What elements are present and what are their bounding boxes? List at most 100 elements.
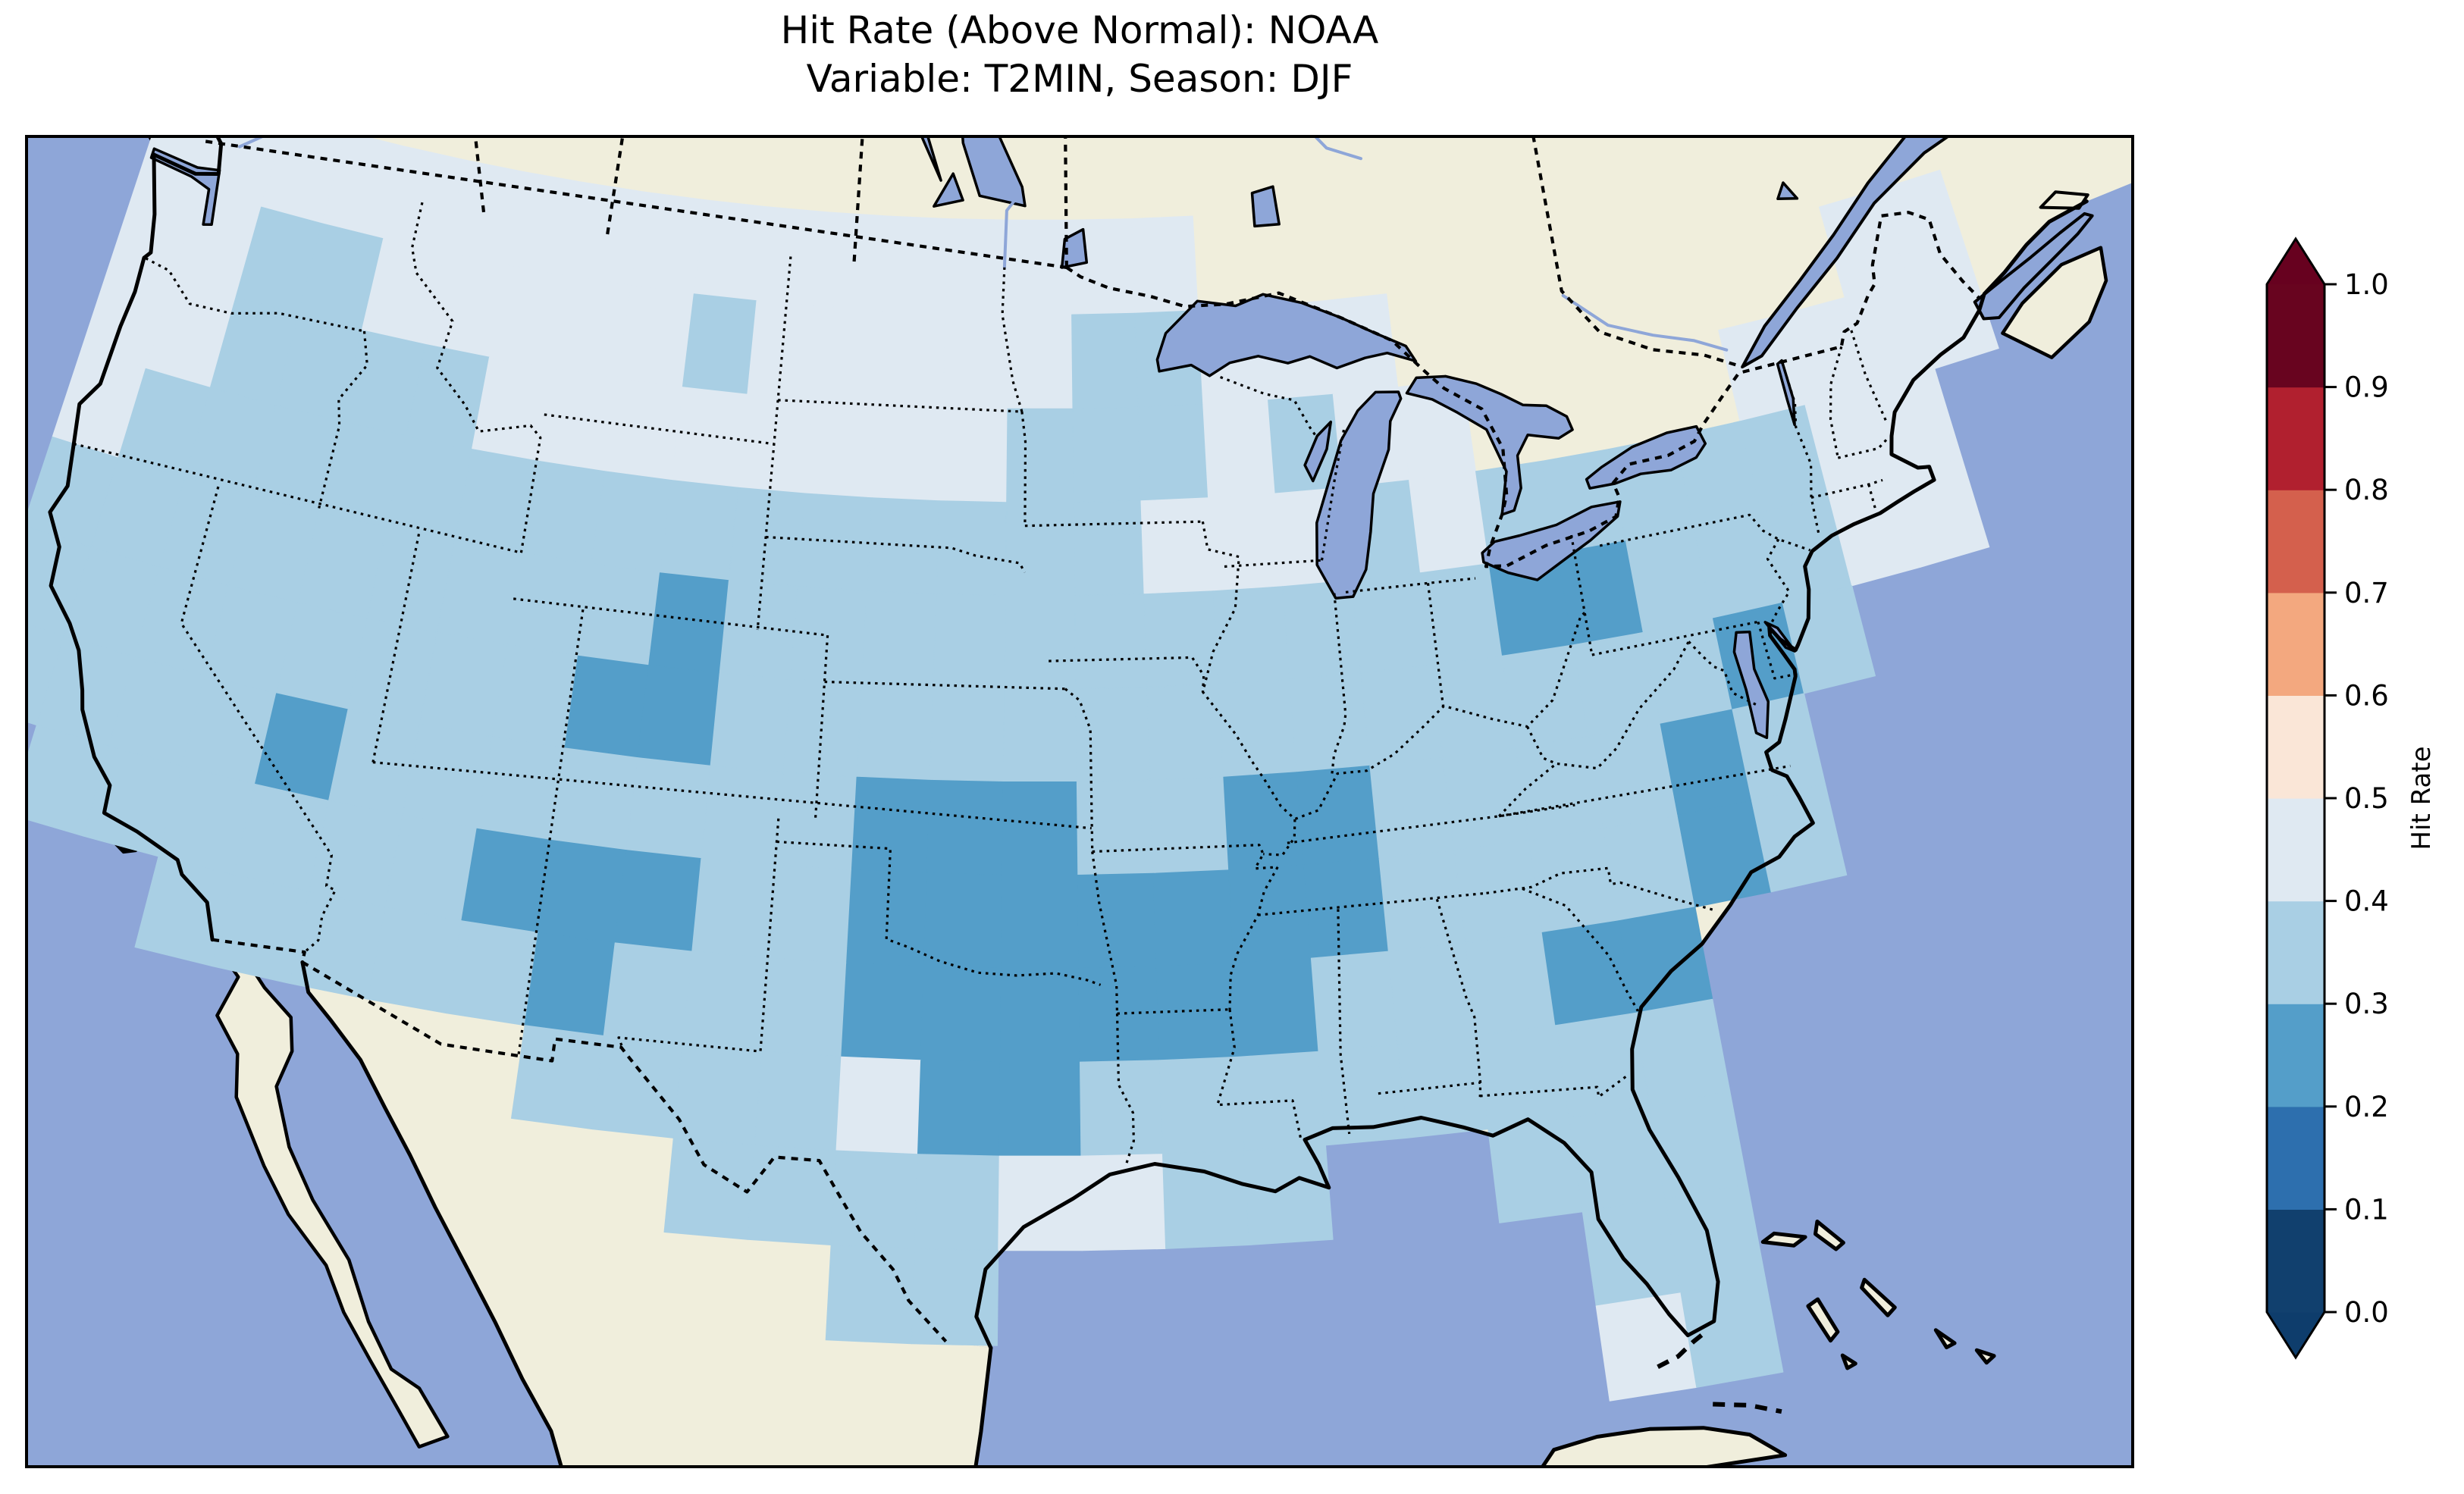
grid-cell xyxy=(1212,586,1290,684)
grid-cell xyxy=(939,406,1008,503)
grid-cell xyxy=(1005,502,1076,597)
grid-cell xyxy=(591,1035,683,1139)
grid-cell xyxy=(511,1025,604,1130)
grid-cell xyxy=(670,387,748,488)
colorbar-tick-label: 0.7 xyxy=(2344,577,2389,609)
grid-cell xyxy=(811,305,883,405)
colorbar-tick-label: 0.6 xyxy=(2344,679,2389,712)
grid-cell xyxy=(920,966,1002,1063)
colorbar-tick-label: 0.4 xyxy=(2344,885,2389,918)
grid-cell xyxy=(1000,968,1080,1063)
grid-cell xyxy=(1243,1145,1334,1245)
grid-cell xyxy=(604,378,683,481)
grid-cell xyxy=(1476,1025,1569,1130)
grid-cell xyxy=(923,872,1003,969)
grid-cell xyxy=(648,572,729,674)
grid-cell xyxy=(1515,736,1604,841)
grid-cell xyxy=(830,1150,918,1249)
grid-cell xyxy=(577,563,660,666)
colorbar-segment xyxy=(2267,798,2324,902)
grid-cell xyxy=(1465,932,1556,1036)
colorbar-tick-label: 0.3 xyxy=(2344,988,2389,1020)
grid-cell xyxy=(835,1056,922,1155)
grid-cell xyxy=(1310,951,1398,1052)
grid-cell xyxy=(761,957,848,1057)
grid-cell xyxy=(1140,497,1214,595)
colorbar-segment xyxy=(2267,284,2324,388)
grid-cell xyxy=(1002,781,1079,875)
grid-cell xyxy=(617,285,694,388)
grid-cell xyxy=(367,907,462,1014)
grid-cell xyxy=(1487,1117,1583,1223)
colorbar-segment xyxy=(2267,1106,2324,1210)
grid-cell xyxy=(1006,408,1074,503)
grid-cell xyxy=(914,1154,1000,1251)
grid-cell xyxy=(1680,1277,1784,1388)
lakes-and-bays xyxy=(149,135,2094,740)
grid-cell xyxy=(1895,457,1990,568)
grid-cell xyxy=(1001,875,1080,969)
grid-cell xyxy=(1004,595,1077,690)
grid-cell xyxy=(663,1137,755,1240)
grid-cell xyxy=(942,312,1009,409)
grid-cell xyxy=(756,206,828,307)
grid-cell xyxy=(998,1061,1082,1157)
grid-cell xyxy=(682,951,770,1052)
grid-cell xyxy=(1131,215,1199,314)
grid-cell xyxy=(933,594,1006,690)
colorbar-tick-label: 0.2 xyxy=(2344,1091,2389,1123)
grid-cell xyxy=(871,404,943,502)
grid-cell xyxy=(1595,1292,1698,1402)
grid-cell xyxy=(1152,869,1234,967)
rivers xyxy=(238,135,1729,352)
figure-title: Hit Rate (Above Normal): NOAA Variable: … xyxy=(25,6,2134,103)
coastlines xyxy=(48,135,2089,1468)
grid-cell xyxy=(1289,672,1371,773)
grid-cell xyxy=(856,684,934,781)
grid-cell xyxy=(701,765,784,866)
grid-cell xyxy=(1080,1154,1167,1251)
colorbar: Hit Rate 0.0 0.1 0.2 0.3 0.4 0.5 0.6 0.7 0.8 0.9 1… xyxy=(2265,236,2437,1360)
grid-cell xyxy=(1409,471,1490,574)
grid-cell xyxy=(1360,665,1444,766)
grid-cell xyxy=(1074,594,1148,690)
grid-cell xyxy=(1208,493,1284,592)
grid-cell xyxy=(825,1245,915,1345)
grid-cell xyxy=(769,864,852,964)
grid-cell xyxy=(882,215,949,314)
grid-cell xyxy=(1618,907,1713,1014)
grid-cell xyxy=(614,850,702,952)
colorbar-segment xyxy=(2267,1209,2324,1313)
grid-cell xyxy=(1296,765,1380,866)
grid-cell xyxy=(1233,957,1319,1057)
colorbar-segment xyxy=(2267,695,2324,799)
colorbar-segment xyxy=(2267,592,2324,696)
grid-cell xyxy=(524,932,616,1036)
colorbar-segment xyxy=(2267,1004,2324,1107)
grid-cell xyxy=(1072,406,1142,503)
grid-cell xyxy=(1907,258,1999,369)
title-line-1: Hit Rate (Above Normal): NOAA xyxy=(780,8,1379,52)
grid-cell xyxy=(754,1051,842,1151)
grid-cell xyxy=(1751,784,1848,893)
grid-cell xyxy=(1073,500,1145,597)
grid-cell xyxy=(1076,779,1154,875)
map-frame xyxy=(25,135,2134,1468)
grid-cell xyxy=(926,779,1005,875)
grid-cell xyxy=(1080,1060,1163,1157)
colorbar-axis-label: Hit Rate xyxy=(2406,746,2437,850)
grid-cell xyxy=(1071,312,1139,409)
colorbar-over-arrow xyxy=(2267,239,2324,284)
grid-cell xyxy=(1369,757,1455,860)
grid-cell xyxy=(846,869,928,967)
colorbar-tick-label: 0.9 xyxy=(2344,371,2389,404)
grid-cell xyxy=(841,963,925,1061)
grid-cell xyxy=(1218,678,1297,778)
colorbar-tick-label: 0.5 xyxy=(2344,782,2389,815)
country-borders xyxy=(205,135,1980,1343)
grid-cell xyxy=(998,1155,1083,1251)
grid-cell xyxy=(917,1060,1001,1157)
grid-cell xyxy=(1541,920,1635,1026)
colorbar-under-arrow xyxy=(2267,1312,2324,1358)
